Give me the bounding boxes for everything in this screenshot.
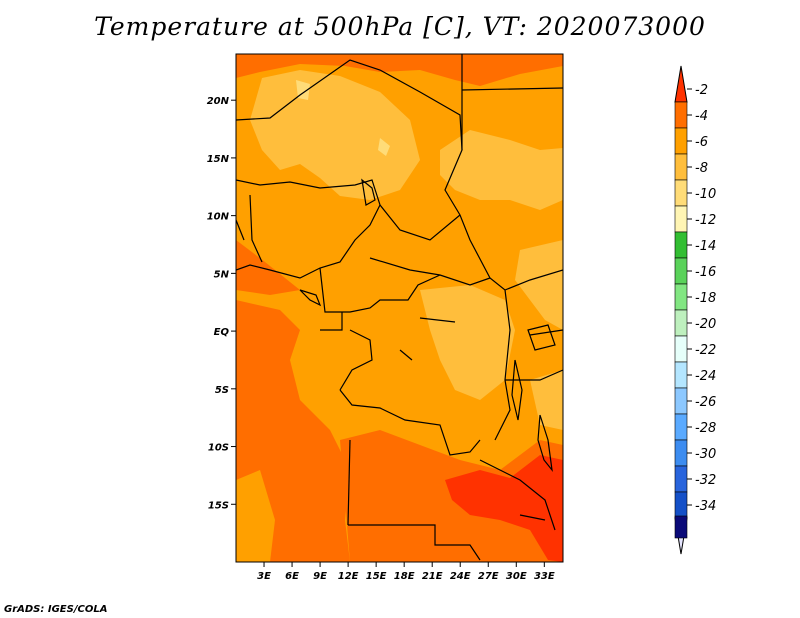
map-frame xyxy=(235,53,564,563)
field-south-hot xyxy=(445,455,563,562)
colorbar-swatch xyxy=(674,231,688,259)
colorbar-label: -4 xyxy=(695,109,708,124)
temperature-field xyxy=(236,54,563,562)
border-uganda-kenya xyxy=(529,329,563,336)
lat-tick-label: 15S xyxy=(208,500,229,511)
border-congo-brazza xyxy=(339,329,373,391)
colorbar-swatch xyxy=(674,515,688,539)
border-benin xyxy=(249,194,263,263)
field-north-east-warm xyxy=(470,54,563,78)
lon-tick-label: 3E xyxy=(257,571,271,582)
colorbar-swatch xyxy=(674,179,688,207)
congo-river-1 xyxy=(419,317,456,323)
field-tanzania-cool xyxy=(530,370,563,430)
lake-malawi xyxy=(537,414,553,473)
colorbar-label: -8 xyxy=(695,161,708,176)
field-west-coast xyxy=(236,470,275,562)
lon-tick-label: 9E xyxy=(313,571,327,582)
field-congo-cool xyxy=(420,285,515,400)
border-egypt-sudan xyxy=(461,87,563,91)
lon-tick-label: 12E xyxy=(338,571,359,582)
lake-chad xyxy=(361,178,376,206)
border-gabon xyxy=(320,312,343,331)
colorbar-swatch xyxy=(674,153,688,181)
colorbar-label: -10 xyxy=(695,187,716,202)
colorbar-label: -20 xyxy=(695,317,716,332)
colorbar-label: -22 xyxy=(695,343,716,358)
field-cool-spot-2 xyxy=(378,138,390,156)
figure-title: Temperature at 500hPa [C], VT: 202007300… xyxy=(94,12,706,41)
country-borders xyxy=(236,54,563,561)
lon-tick-label: 30E xyxy=(506,571,527,582)
lake-kariba xyxy=(519,514,546,521)
longitude-axis: 3E 6E 9E 12E 15E 18E 21E 24E 27E 30E 33E xyxy=(257,562,555,582)
lake-tanganyika xyxy=(511,359,523,421)
lat-tick-label: EQ xyxy=(214,327,230,338)
border-chad-car xyxy=(379,204,461,241)
border-togo xyxy=(236,219,245,241)
colorbar-label: -30 xyxy=(695,447,716,462)
border-angola-west xyxy=(347,439,351,526)
colorbar-label: -14 xyxy=(695,239,716,254)
colorbar-swatch xyxy=(674,491,688,519)
colorbar-swatch xyxy=(674,309,688,337)
colorbar-swatch xyxy=(674,335,688,363)
colorbar-label: -18 xyxy=(695,291,716,306)
lon-tick-label: 6E xyxy=(285,571,299,582)
colorbar-swatch xyxy=(674,361,688,389)
border-nigeria-niger xyxy=(236,179,381,279)
colorbar-label: -32 xyxy=(695,473,716,488)
colorbar-swatch xyxy=(674,439,688,467)
border-zambia-zimbabwe xyxy=(479,459,556,531)
colorbar-label: -28 xyxy=(695,421,716,436)
border-angola-namibia xyxy=(348,524,481,561)
field-east-cool xyxy=(515,240,563,330)
lat-tick-label: 15N xyxy=(207,154,230,165)
colorbar-label: -26 xyxy=(695,395,716,410)
lon-tick-label: 24E xyxy=(450,571,471,582)
lat-tick-label: 10S xyxy=(208,443,229,454)
lat-tick-label: 5N xyxy=(214,269,230,280)
colorbar-swatch xyxy=(674,465,688,493)
colorbar-label: -6 xyxy=(695,135,708,150)
colorbar: -2 -4 -6 -8 -10 -12 -14 -16 -18 -20 -22 -24 -26 -28 -3… xyxy=(674,65,716,555)
credit-label: GrADS: IGES/COLA xyxy=(4,604,108,615)
lat-tick-label: 10N xyxy=(207,212,230,223)
field-sahel-cool xyxy=(250,70,420,200)
lat-tick-label: 5S xyxy=(215,385,229,396)
lon-tick-label: 27E xyxy=(478,571,499,582)
field-gulf-warm xyxy=(236,240,300,295)
border-cameroon-congo xyxy=(319,267,441,313)
colorbar-label: -2 xyxy=(695,83,708,98)
colorbar-label: -34 xyxy=(695,499,716,514)
colorbar-swatch xyxy=(674,127,688,155)
lon-tick-label: 33E xyxy=(534,571,555,582)
field-sudan-cool xyxy=(440,130,563,210)
lon-tick-label: 18E xyxy=(394,571,415,582)
colorbar-swatch xyxy=(674,413,688,441)
colorbar-swatch xyxy=(674,283,688,311)
border-angola-drc xyxy=(339,389,481,456)
colorbar-label: -12 xyxy=(695,213,716,228)
colorbar-label: -24 xyxy=(695,369,716,384)
colorbar-swatch xyxy=(674,101,688,129)
congo-river-2 xyxy=(399,349,413,361)
lake-victoria xyxy=(527,324,556,351)
lon-tick-label: 15E xyxy=(366,571,387,582)
lat-tick-label: 20N xyxy=(207,96,230,107)
colorbar-swatch xyxy=(674,205,688,233)
colorbar-label: -16 xyxy=(695,265,716,280)
latitude-axis: 20N 15N 10N 5N EQ 5S 10S 15S xyxy=(207,96,236,511)
colorbar-swatch xyxy=(674,257,688,285)
niger-delta xyxy=(299,289,322,307)
colorbar-top-arrow xyxy=(674,65,688,103)
lon-tick-label: 21E xyxy=(422,571,443,582)
colorbar-swatch xyxy=(674,387,688,415)
border-tanzania xyxy=(505,369,563,381)
